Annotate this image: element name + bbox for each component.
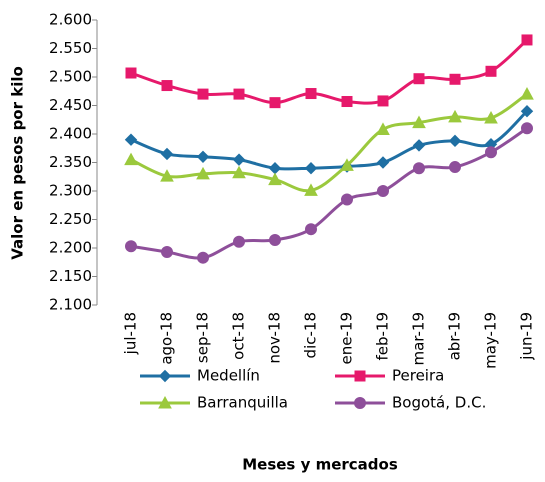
y-tick-label: 2.200	[49, 239, 92, 257]
marker	[160, 147, 174, 161]
marker	[413, 162, 425, 175]
series-line	[130, 127, 528, 260]
marker	[412, 139, 426, 152]
x-tick-label: dic-18	[302, 312, 320, 358]
marker	[196, 166, 210, 180]
marker	[341, 96, 353, 108]
marker	[449, 161, 461, 174]
x-axis-title: Meses y mercados	[242, 456, 398, 474]
x-tick-label: jun-19	[518, 312, 536, 361]
marker	[125, 240, 137, 253]
marker	[304, 183, 318, 196]
legend-label: Bogotá, D.C.	[392, 394, 486, 412]
marker	[305, 223, 317, 236]
marker	[304, 161, 318, 175]
marker	[354, 370, 366, 382]
marker	[520, 87, 534, 100]
x-tick-label: sep-18	[194, 312, 212, 363]
marker	[158, 395, 172, 409]
x-tick-label: mar-19	[410, 312, 428, 366]
y-tick-label: 2.400	[49, 125, 92, 143]
marker	[124, 133, 138, 146]
x-tick-label: jul-18	[122, 312, 140, 355]
marker	[232, 165, 246, 179]
legend-label: Barranquilla	[197, 394, 288, 412]
marker	[161, 80, 173, 92]
marker	[485, 65, 497, 77]
marker	[305, 88, 317, 100]
marker	[412, 115, 426, 129]
marker	[484, 110, 498, 124]
marker	[158, 369, 172, 383]
marker	[233, 235, 245, 248]
y-tick-label: 2.100	[49, 296, 92, 314]
y-tick-label: 2.450	[49, 96, 92, 114]
marker	[449, 73, 461, 85]
y-tick-label: 2.500	[49, 68, 92, 86]
marker	[521, 34, 533, 46]
x-tick-label: may-19	[482, 312, 500, 369]
marker	[268, 161, 282, 175]
legend-label: Pereira	[392, 367, 444, 385]
y-tick-label: 2.600	[49, 11, 92, 29]
marker	[521, 122, 533, 135]
x-tick-label: ago-18	[158, 312, 176, 365]
x-tick-label: feb-19	[374, 312, 392, 361]
marker	[376, 156, 390, 169]
x-tick-label: abr-19	[446, 312, 464, 360]
y-tick-label: 2.150	[49, 267, 92, 285]
y-axis-title: Valor en pesos por kilo	[9, 66, 27, 260]
series-line	[130, 38, 529, 105]
x-tick-label: ene-19	[338, 312, 356, 364]
marker	[160, 169, 174, 182]
series-line	[130, 110, 529, 171]
marker	[233, 88, 245, 100]
marker	[124, 152, 138, 166]
x-tick-label: nov-18	[266, 312, 284, 364]
legend-label: Medellín	[197, 367, 260, 385]
marker	[161, 245, 173, 258]
marker	[413, 73, 425, 85]
marker	[269, 234, 281, 247]
marker	[520, 104, 534, 118]
marker	[448, 134, 462, 148]
marker	[376, 122, 390, 135]
y-tick-label: 2.300	[49, 182, 92, 200]
marker	[196, 150, 210, 164]
marker	[197, 88, 209, 100]
marker	[485, 146, 497, 159]
marker	[377, 95, 389, 107]
marker	[269, 97, 281, 109]
marker	[197, 251, 209, 264]
marker	[340, 158, 354, 171]
x-tick-label: oct-18	[230, 312, 248, 360]
marker	[125, 67, 137, 79]
y-tick-label: 2.350	[49, 153, 92, 171]
y-tick-label: 2.250	[49, 210, 92, 228]
marker	[354, 397, 366, 409]
y-tick-label: 2.550	[49, 39, 92, 57]
marker	[341, 193, 353, 206]
marker	[448, 109, 462, 123]
marker	[377, 185, 389, 197]
marker	[232, 153, 246, 166]
marker	[268, 172, 282, 186]
